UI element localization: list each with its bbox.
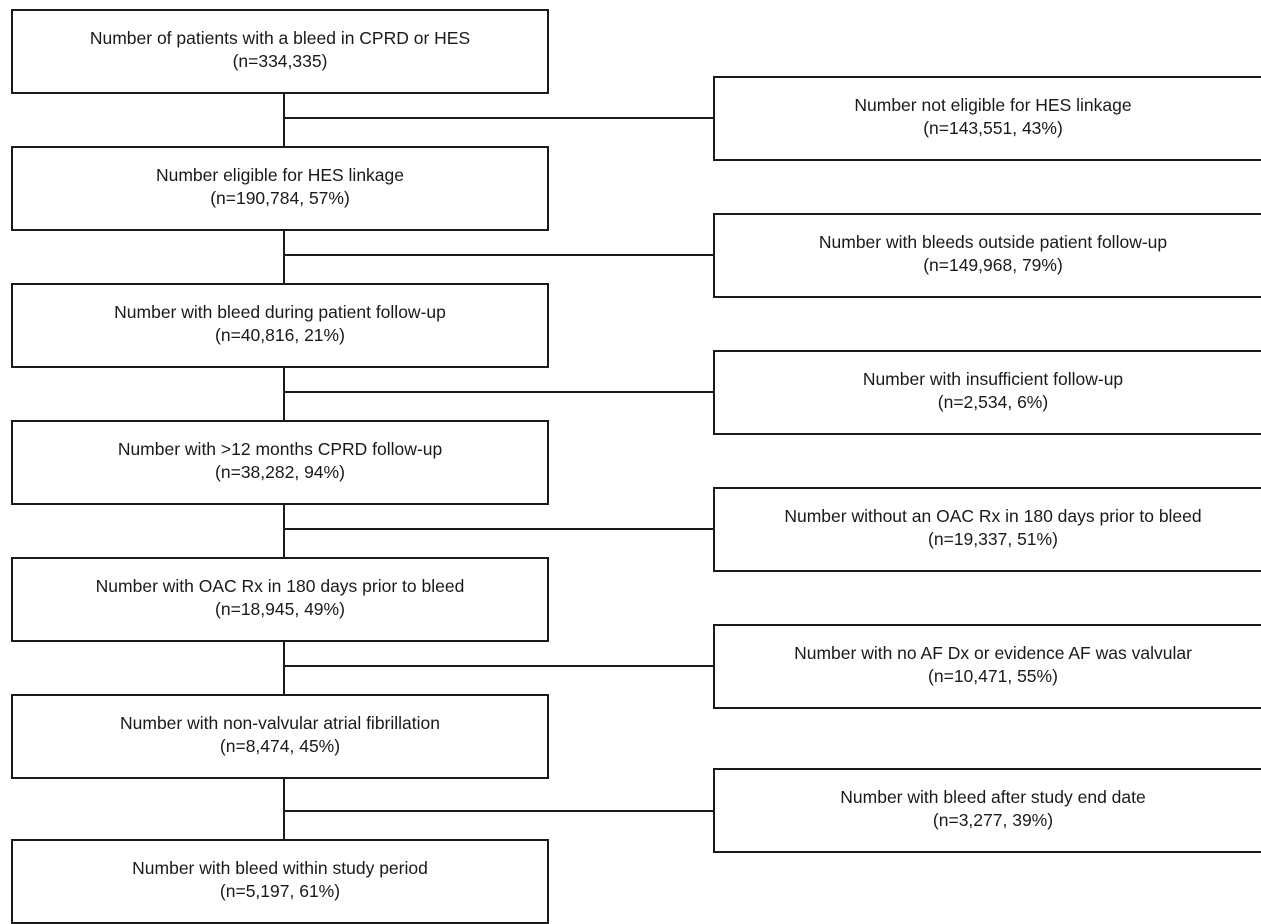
exclusion-box-1-title: Number not eligible for HES linkage	[854, 95, 1132, 115]
exclusion-box-5-title: Number with no AF Dx or evidence AF was …	[794, 643, 1192, 663]
main-box-1-title: Number of patients with a bleed in CPRD …	[89, 28, 471, 48]
connector-vertical-3	[283, 368, 285, 420]
main-box-5-title: Number with OAC Rx in 180 days prior to …	[95, 576, 465, 596]
main-box-3-count: (n=40,816, 21%)	[215, 325, 345, 345]
exclusion-box-4-count: (n=19,337, 51%)	[928, 529, 1058, 549]
exclusion-box-3-title: Number with insufficient follow-up	[862, 369, 1124, 389]
connector-horizontal-1	[284, 117, 714, 119]
connector-horizontal-3	[284, 391, 714, 393]
exclusion-box-1-count: (n=143,551, 43%)	[923, 118, 1063, 138]
main-box-5: Number with OAC Rx in 180 days prior to …	[11, 557, 549, 642]
main-box-2-title: Number eligible for HES linkage	[155, 165, 405, 185]
main-box-6: Number with non-valvular atrial fibrilla…	[11, 694, 549, 779]
main-box-4-title: Number with >12 months CPRD follow-up	[117, 439, 443, 459]
main-box-4-count: (n=38,282, 94%)	[215, 462, 345, 482]
connector-vertical-5	[283, 642, 285, 694]
exclusion-box-5-count: (n=10,471, 55%)	[928, 666, 1058, 686]
main-box-3: Number with bleed during patient follow-…	[11, 283, 549, 368]
main-box-7-count: (n=5,197, 61%)	[219, 881, 341, 901]
exclusion-box-6-count: (n=3,277, 39%)	[932, 810, 1054, 830]
main-box-4: Number with >12 months CPRD follow-up (n…	[11, 420, 549, 505]
exclusion-box-2: Number with bleeds outside patient follo…	[713, 213, 1261, 298]
connector-vertical-2	[283, 231, 285, 283]
connector-horizontal-6	[284, 810, 714, 812]
main-box-7-title: Number with bleed within study period	[132, 858, 428, 878]
exclusion-box-2-count: (n=149,968, 79%)	[923, 255, 1063, 275]
main-box-3-title: Number with bleed during patient follow-…	[114, 302, 446, 322]
connector-horizontal-4	[284, 528, 714, 530]
main-box-7: Number with bleed within study period (n…	[11, 839, 549, 924]
main-box-1: Number of patients with a bleed in CPRD …	[11, 9, 549, 94]
connector-vertical-4	[283, 505, 285, 557]
exclusion-box-3: Number with insufficient follow-up (n=2,…	[713, 350, 1261, 435]
exclusion-box-1: Number not eligible for HES linkage (n=1…	[713, 76, 1261, 161]
exclusion-box-6-title: Number with bleed after study end date	[840, 787, 1146, 807]
main-box-6-title: Number with non-valvular atrial fibrilla…	[120, 713, 440, 733]
exclusion-box-2-title: Number with bleeds outside patient follo…	[818, 232, 1168, 252]
main-box-2: Number eligible for HES linkage (n=190,7…	[11, 146, 549, 231]
connector-horizontal-2	[284, 254, 714, 256]
connector-vertical-6	[283, 779, 285, 839]
exclusion-box-3-count: (n=2,534, 6%)	[937, 392, 1049, 412]
main-box-1-count: (n=334,335)	[232, 51, 328, 71]
main-box-6-count: (n=8,474, 45%)	[219, 736, 341, 756]
connector-vertical-1	[283, 94, 285, 146]
exclusion-box-4-title: Number without an OAC Rx in 180 days pri…	[784, 506, 1202, 526]
exclusion-box-5: Number with no AF Dx or evidence AF was …	[713, 624, 1261, 709]
main-box-5-count: (n=18,945, 49%)	[215, 599, 345, 619]
exclusion-box-6: Number with bleed after study end date (…	[713, 768, 1261, 853]
connector-horizontal-5	[284, 665, 714, 667]
main-box-2-count: (n=190,784, 57%)	[210, 188, 350, 208]
exclusion-box-4: Number without an OAC Rx in 180 days pri…	[713, 487, 1261, 572]
